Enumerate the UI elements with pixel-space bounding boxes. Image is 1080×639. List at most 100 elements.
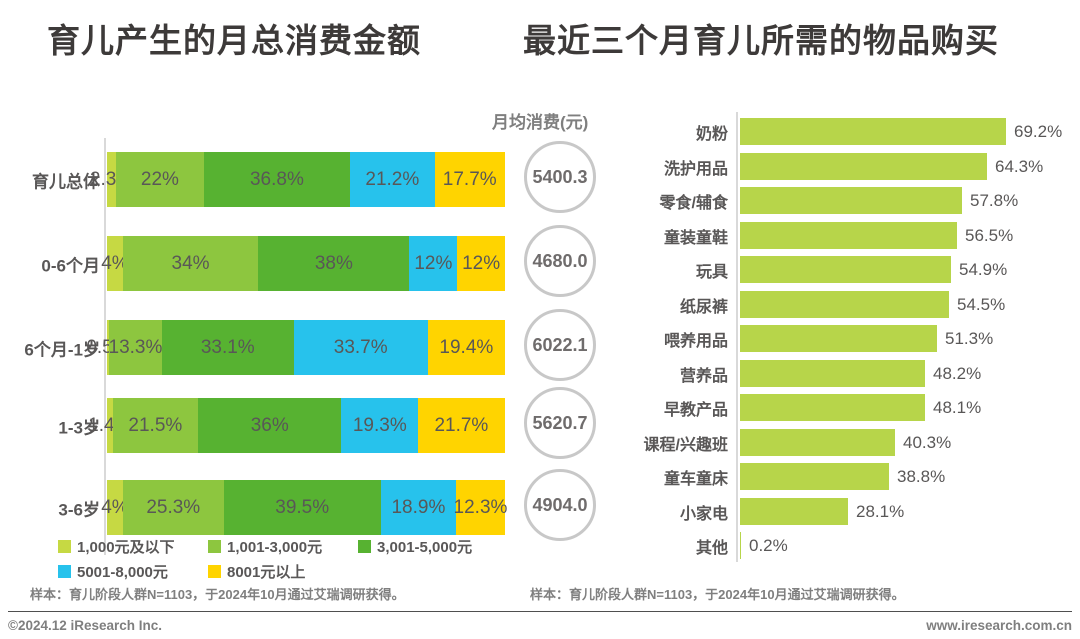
value-label: 38.8% xyxy=(897,466,946,486)
segment-value-label: 39.5% xyxy=(275,496,330,518)
legend-label: 3,001-5,000元 xyxy=(377,539,473,556)
bar xyxy=(740,532,741,559)
legend-item: 1,001-3,000元 xyxy=(208,536,358,557)
purchase-bar-row: 营养品 48.2% xyxy=(0,360,1080,387)
category-label: 营养品 xyxy=(679,367,728,385)
purchase-bar-row: 其他 0.2% xyxy=(0,532,1080,559)
bar xyxy=(740,394,925,421)
avg-spend-circle: 4680.0 xyxy=(524,225,596,297)
value-label: 51.3% xyxy=(945,328,994,348)
stacked-bar-row: 育儿总体 2.3% 22% 36.8% 21.2% 17.7% xyxy=(0,152,520,207)
stacked-bar-row: 3-6岁 4% 25.3% 39.5% 18.9% 12.3% xyxy=(0,480,520,535)
segment-value-label: 38% xyxy=(314,252,353,274)
bar-segment: 21.7% xyxy=(418,398,505,453)
bar-segment: 4% xyxy=(101,480,129,535)
purchase-bar-row: 纸尿裤 54.5% xyxy=(0,291,1080,318)
legend-label: 5001-8,000元 xyxy=(77,564,168,581)
bar-segment: 21.2% xyxy=(350,152,435,207)
segment-value-label: 25.3% xyxy=(146,496,201,518)
category-label: 喂养用品 xyxy=(663,332,728,350)
value-label: 57.8% xyxy=(970,190,1019,210)
legend-swatch xyxy=(358,540,371,553)
segment-value-label: 36.8% xyxy=(249,168,304,190)
segment-value-label: 4% xyxy=(101,496,129,518)
legend-item: 8001元以上 xyxy=(208,561,358,582)
legend-swatch xyxy=(208,540,221,553)
purchase-bar-row: 童装童鞋 56.5% xyxy=(0,222,1080,249)
copyright-text: ©2024.12 iResearch Inc. xyxy=(8,618,163,633)
stacked-bar: 4% 25.3% 39.5% 18.9% 12.3% xyxy=(101,480,507,535)
avg-spend-circle: 6022.1 xyxy=(524,309,596,381)
segment-value-label: 21.7% xyxy=(434,414,489,436)
segment-value-label: 22% xyxy=(140,168,179,190)
bar-segment: 36% xyxy=(198,398,342,453)
bar-segment: 17.7% xyxy=(434,152,505,207)
legend-item: 5001-8,000元 xyxy=(58,561,208,582)
avg-spend-circle: 5620.7 xyxy=(524,387,596,459)
category-label: 1-3岁 xyxy=(58,418,100,437)
segment-value-label: 33.1% xyxy=(200,336,255,358)
stacked-bar: 0.5% 13.3% 33.1% 33.7% 19.4% xyxy=(86,320,505,375)
segment-value-label: 36% xyxy=(250,414,289,436)
avg-spend-circle: 5400.3 xyxy=(524,141,596,213)
value-label: 69.2% xyxy=(1014,121,1063,141)
bar-segment: 33.1% xyxy=(161,320,294,375)
bar-segment: 22% xyxy=(116,152,204,207)
purchase-bar-row: 课程/兴趣班 40.3% xyxy=(0,429,1080,456)
value-label: 48.2% xyxy=(933,363,982,383)
segment-value-label: 12% xyxy=(414,252,453,274)
bar-segment: 36.8% xyxy=(203,152,351,207)
segment-value-label: 34% xyxy=(171,252,210,274)
purchase-bar-row: 早教产品 48.1% xyxy=(0,394,1080,421)
stacked-bar: 1.4% 21.5% 36% 19.3% 21.7% xyxy=(88,398,505,453)
category-label: 零食/辅食 xyxy=(659,194,728,212)
value-label: 56.5% xyxy=(965,225,1014,245)
bar xyxy=(740,187,962,214)
value-label: 54.9% xyxy=(959,259,1008,279)
purchase-bar-row: 洗护用品 64.3% xyxy=(0,153,1080,180)
bar xyxy=(740,118,1006,145)
category-label: 童装童鞋 xyxy=(663,229,728,247)
value-label: 40.3% xyxy=(903,432,952,452)
bar-segment: 21.5% xyxy=(112,398,199,453)
purchase-bar-row: 童车童床 38.8% xyxy=(0,463,1080,490)
stacked-bar-row: 1-3岁 1.4% 21.5% 36% 19.3% 21.7% xyxy=(0,398,520,453)
stacked-bar: 2.3% 22% 36.8% 21.2% 17.7% xyxy=(90,152,505,207)
bar-segment: 39.5% xyxy=(223,480,381,535)
bar-segment: 12% xyxy=(409,236,458,291)
purchase-bar-row: 玩具 54.9% xyxy=(0,256,1080,283)
website-link[interactable]: www.iresearch.com.cn xyxy=(926,618,1072,633)
segment-value-label: 19.4% xyxy=(439,336,494,358)
category-label: 奶粉 xyxy=(695,125,728,143)
sample-note-left: 样本：育儿阶段人群N=1103，于2024年10月通过艾瑞调研获得。 xyxy=(30,587,405,602)
stacked-bar: 4% 34% 38% 12% 12% xyxy=(101,236,505,291)
value-label: 54.5% xyxy=(957,294,1006,314)
left-chart-axis xyxy=(104,138,106,555)
bar xyxy=(740,429,895,456)
category-label: 童车童床 xyxy=(663,470,728,488)
bar-segment: 38% xyxy=(258,236,410,291)
segment-value-label: 18.9% xyxy=(391,496,446,518)
bar xyxy=(740,153,987,180)
right-chart-title: 最近三个月育儿所需的物品购买 xyxy=(523,22,999,59)
value-label: 0.2% xyxy=(749,535,788,555)
bar xyxy=(740,360,925,387)
category-label: 玩具 xyxy=(695,263,728,281)
category-label: 课程/兴趣班 xyxy=(643,436,728,454)
bar-segment: 19.4% xyxy=(427,320,505,375)
purchase-bar-row: 喂养用品 51.3% xyxy=(0,325,1080,352)
bar xyxy=(740,291,949,318)
bar xyxy=(740,463,889,490)
bar xyxy=(740,256,951,283)
legend-swatch xyxy=(58,565,71,578)
category-label: 早教产品 xyxy=(663,401,728,419)
legend-label: 1,001-3,000元 xyxy=(227,539,323,556)
segment-value-label: 19.3% xyxy=(352,414,407,436)
category-label: 0-6个月 xyxy=(41,256,100,275)
category-label: 其他 xyxy=(695,539,728,557)
category-label: 纸尿裤 xyxy=(679,298,728,316)
value-label: 48.1% xyxy=(933,397,982,417)
segment-value-label: 12% xyxy=(462,252,501,274)
avg-spend-header: 月均消费(元) xyxy=(492,113,589,132)
